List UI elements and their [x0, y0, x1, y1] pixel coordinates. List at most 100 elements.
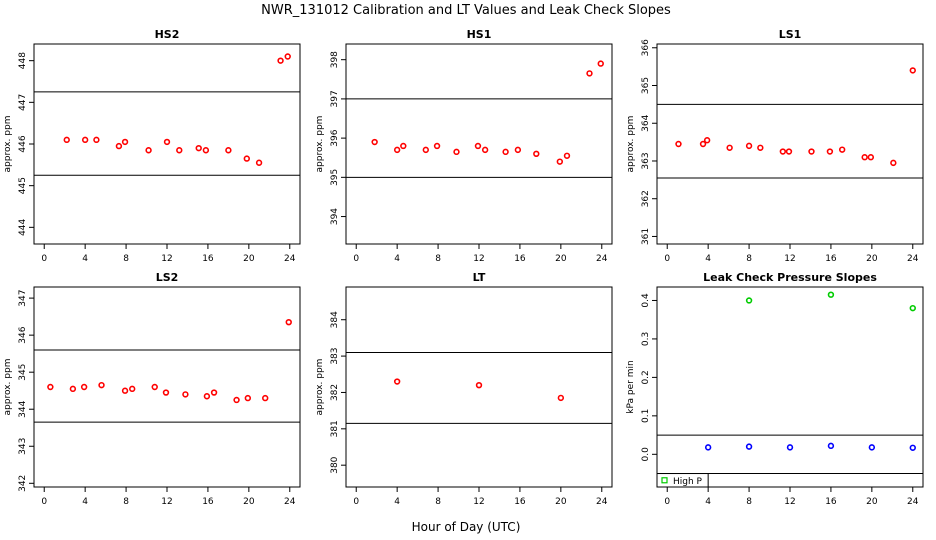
legend-box	[656, 473, 709, 488]
y-tick-label: 362	[641, 190, 651, 207]
y-tick-label: 0.2	[641, 370, 651, 384]
data-point	[779, 148, 787, 155]
x-tick-label: 4	[82, 497, 88, 507]
data-point	[838, 146, 846, 153]
data-point	[474, 142, 482, 150]
y-tick-label: 364	[641, 114, 651, 131]
y-axis-label: approx. ppm	[626, 116, 636, 173]
data-point	[63, 136, 70, 144]
x-tick-label: 16	[514, 254, 526, 264]
data-point	[233, 396, 240, 404]
y-tick-label: 0.3	[641, 332, 651, 346]
x-tick-label: 12	[784, 254, 795, 264]
panel-2: HS1 0 4 8 12 16 20 24 394 395 396 397 398 approx. ppm	[315, 28, 613, 264]
data-point	[827, 291, 835, 298]
x-tick-label: 16	[825, 254, 837, 264]
x-tick-label: 4	[705, 254, 711, 264]
y-tick-label: 445	[18, 177, 28, 194]
x-tick-label: 0	[353, 497, 359, 507]
y-axis-label: approx. ppm	[3, 116, 13, 173]
y-tick-label: 347	[18, 290, 28, 307]
y-tick-label: 342	[18, 475, 28, 492]
panel-3: LS1 0 4 8 12 16 20 24 361 362 363 364 365 366 approx. …	[626, 28, 924, 264]
x-tick-label: 20	[555, 497, 567, 507]
data-point	[703, 137, 711, 144]
x-tick-label: 16	[514, 497, 526, 507]
y-tick-label: 447	[18, 94, 28, 111]
panel-4: LS2 0 4 8 12 16 20 24 342 343 344 345 346 347 approx. …	[3, 271, 301, 507]
x-tick-label: 12	[473, 497, 484, 507]
x-axis-label: Hour of Day (UTC)	[412, 520, 521, 534]
data-point	[557, 394, 565, 402]
data-point	[182, 391, 189, 398]
data-point	[868, 444, 876, 451]
data-point	[586, 70, 593, 77]
data-point	[827, 442, 835, 450]
y-tick-label: 444	[18, 218, 28, 235]
x-tick-label: 20	[243, 497, 255, 507]
data-point	[597, 60, 604, 67]
data-point	[225, 147, 232, 154]
figure-title: NWR_131012 Calibration and LT Values and…	[261, 3, 671, 18]
y-tick-label: 344	[18, 400, 28, 417]
panel-title: LT	[473, 271, 486, 284]
y-axis-label: approx. ppm	[315, 359, 325, 416]
x-tick-label: 4	[705, 497, 711, 507]
data-point	[453, 148, 460, 156]
data-point	[826, 148, 834, 155]
data-point	[129, 385, 136, 393]
data-point	[433, 142, 441, 150]
data-point	[277, 57, 284, 64]
data-point	[475, 381, 483, 389]
y-tick-label: 398	[330, 51, 340, 68]
data-point	[861, 154, 868, 161]
y-tick-label: 384	[330, 311, 340, 328]
data-point	[121, 138, 129, 146]
data-point	[80, 383, 88, 391]
x-tick-label: 4	[82, 254, 88, 264]
plot-frame	[656, 286, 924, 488]
y-tick-label: 380	[330, 456, 340, 473]
x-tick-label: 16	[202, 254, 214, 264]
panel-1: HS2 0 4 8 12 16 20 24 444 445 446 447 448 approx. ppm	[3, 28, 301, 264]
legend-marker	[661, 477, 668, 484]
y-tick-label: 448	[18, 52, 28, 69]
x-tick-label: 24	[907, 497, 919, 507]
x-tick-label: 8	[746, 254, 752, 264]
data-point	[243, 155, 251, 162]
x-tick-label: 24	[596, 497, 608, 507]
data-point	[704, 444, 712, 451]
data-point	[699, 140, 707, 148]
x-tick-label: 24	[596, 254, 608, 264]
data-point	[808, 148, 815, 155]
data-point	[556, 158, 564, 165]
data-point	[176, 147, 183, 154]
plot-frame	[656, 43, 924, 245]
y-tick-label: 382	[330, 384, 340, 401]
data-point	[371, 138, 378, 146]
data-point	[69, 385, 77, 393]
data-point	[162, 389, 170, 396]
x-tick-label: 0	[41, 254, 47, 264]
y-tick-label: 381	[330, 420, 340, 437]
data-point	[203, 393, 211, 400]
data-point	[81, 136, 89, 144]
data-point	[745, 443, 753, 450]
data-point	[785, 148, 793, 155]
legend: High P	[656, 473, 709, 488]
data-point	[145, 147, 152, 154]
x-tick-label: 8	[746, 497, 752, 507]
data-point	[422, 146, 429, 154]
x-tick-label: 8	[123, 254, 129, 264]
x-tick-label: 12	[473, 254, 484, 264]
data-point	[675, 140, 682, 148]
y-tick-label: 0.4	[641, 293, 651, 308]
y-tick-label: 446	[18, 135, 28, 152]
panel-5: LT 0 4 8 12 16 20 24 380 381 382 383 384 approx. ppm	[315, 271, 613, 507]
y-tick-label: 343	[18, 438, 28, 455]
data-point	[563, 152, 571, 159]
y-tick-label: 395	[330, 169, 340, 186]
data-point	[890, 159, 897, 167]
